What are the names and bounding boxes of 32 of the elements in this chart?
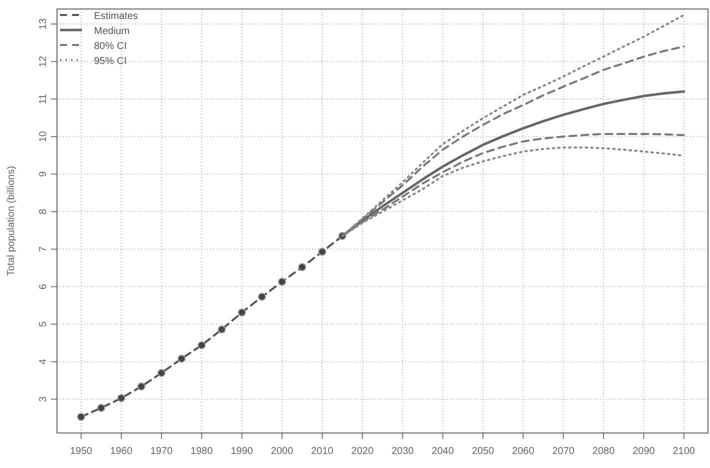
y-tick-label: 11: [38, 93, 49, 104]
y-tick-label: 9: [38, 170, 49, 177]
y-tick-label: 7: [38, 246, 49, 252]
y-tick-label: 4: [38, 358, 49, 364]
x-tick-label: 2060: [512, 446, 535, 457]
x-tick-label: 1960: [110, 446, 133, 457]
x-tick-label: 2050: [472, 446, 495, 457]
x-tick-label: 1990: [230, 446, 254, 457]
y-axis-title: Total population (billions): [6, 166, 17, 276]
legend-label: Medium: [94, 26, 130, 37]
y-tick-label: 12: [38, 56, 49, 68]
y-tick-label: 13: [38, 18, 49, 30]
x-tick-label: 2000: [270, 446, 294, 457]
legend-label: 95% CI: [94, 56, 127, 67]
x-tick-label: 2070: [552, 446, 575, 457]
legend-label: Estimates: [94, 11, 138, 22]
y-tick-label: 3: [38, 396, 49, 402]
x-tick-label: 2100: [672, 446, 696, 457]
x-tick-label: 1950: [70, 446, 93, 457]
y-tick-label: 10: [38, 130, 49, 142]
x-tick-label: 1980: [190, 446, 214, 457]
x-tick-label: 2090: [632, 446, 656, 457]
x-tick-label: 2030: [391, 446, 414, 457]
y-tick-label: 6: [38, 283, 49, 290]
x-tick-label: 2080: [592, 446, 616, 457]
legend-label: 80% CI: [94, 41, 127, 52]
y-tick-label: 5: [38, 320, 49, 327]
y-tick-label: 8: [38, 208, 49, 214]
x-tick-label: 2020: [351, 446, 374, 457]
x-tick-label: 2010: [311, 446, 334, 457]
x-tick-label: 2040: [432, 446, 454, 457]
x-tick-label: 1970: [150, 446, 174, 457]
